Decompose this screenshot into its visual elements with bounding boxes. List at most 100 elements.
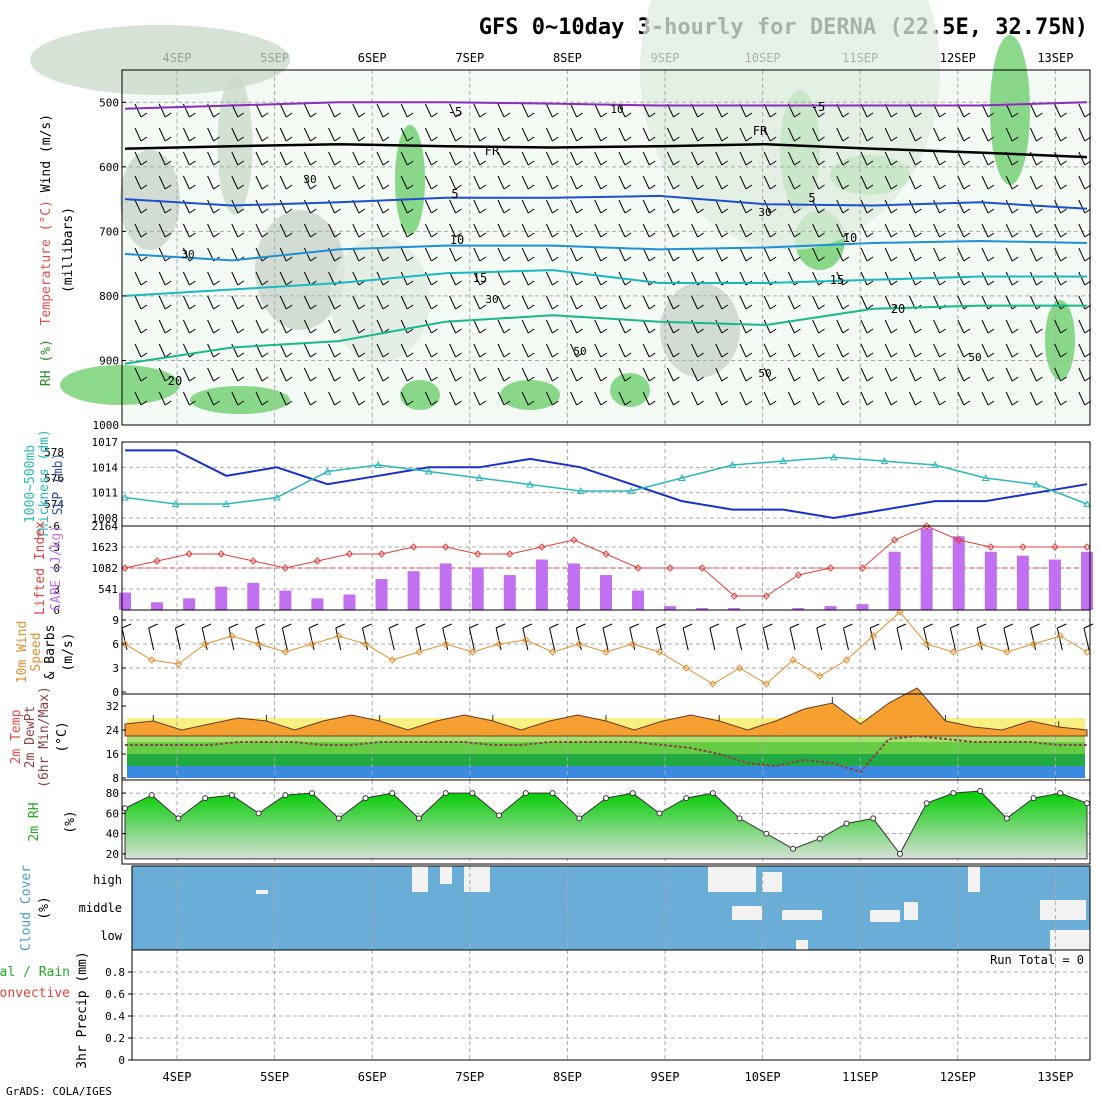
wind-barb-flag xyxy=(624,400,632,406)
wind-barb-flag xyxy=(818,304,825,310)
wind-barb xyxy=(134,367,142,382)
wind-barb-flag xyxy=(213,160,220,166)
wind-barb xyxy=(594,199,602,214)
wind-barb-flag xyxy=(552,160,559,166)
tick-label: 20 xyxy=(106,848,119,861)
wind-barb-flag xyxy=(1036,280,1043,286)
wind-barb-flag xyxy=(479,400,487,406)
wind-barb-flag xyxy=(382,376,390,382)
wind10m-barb xyxy=(762,627,769,651)
wind-barb xyxy=(279,103,287,118)
wind-barb xyxy=(545,103,553,118)
date-label-bottom: 8SEP xyxy=(553,1070,582,1084)
wind-barb-flag xyxy=(527,160,535,166)
wind-barb-flag xyxy=(382,160,390,166)
wind-barb xyxy=(545,271,553,286)
wind-barb xyxy=(666,199,674,214)
wind10m-barb-flag xyxy=(442,623,452,629)
wind10m-barb-flag xyxy=(389,623,399,629)
wind-barb-flag xyxy=(673,304,680,310)
wind-barb xyxy=(908,247,916,262)
wind-barb-flag xyxy=(261,304,269,310)
wind-barb-flag xyxy=(648,304,656,310)
slp-tick-label: 1014 xyxy=(92,461,119,474)
wind-barb-flag xyxy=(624,352,632,358)
wind-barb-flag xyxy=(310,112,317,118)
wind-barb xyxy=(158,127,166,142)
wind-barb-flag xyxy=(1060,112,1067,118)
wind-barb-flag xyxy=(721,328,729,334)
cloud-unit-label: (%) xyxy=(37,896,52,919)
wind-barb-flag xyxy=(310,232,317,238)
wind-barb xyxy=(521,103,529,118)
wind-barb xyxy=(908,223,916,238)
wind-barb-flag xyxy=(769,304,777,310)
wind-barb-flag xyxy=(213,184,220,190)
wind-barb-flag xyxy=(455,400,462,406)
slp-tick-label: 1017 xyxy=(92,436,119,449)
wind-barb-flag xyxy=(842,208,850,214)
wind10m-marker xyxy=(762,680,771,688)
wind-barb-flag xyxy=(1036,136,1043,142)
wind-barb-flag xyxy=(310,328,317,334)
date-label-bottom: 5SEP xyxy=(260,1070,289,1084)
wind-barb xyxy=(182,295,190,310)
wind10m-barb-flag xyxy=(602,623,613,629)
wind-barb-flag xyxy=(673,352,680,358)
wind-barb-flag xyxy=(503,304,511,310)
wind-barb-flag xyxy=(1060,184,1067,190)
wind-barb xyxy=(642,295,650,310)
wind-barb xyxy=(400,199,408,214)
wind10m-marker xyxy=(1003,648,1011,656)
lifted-index-marker xyxy=(762,592,771,600)
wind-barb-flag xyxy=(431,256,438,262)
wind-barb-flag xyxy=(285,328,293,334)
wind-barb-flag xyxy=(600,136,608,142)
wind-barb-flag xyxy=(552,352,559,358)
cape-bar xyxy=(984,551,997,610)
wind-barb-flag xyxy=(1036,112,1043,118)
thickness-marker xyxy=(981,473,990,481)
wind-barb xyxy=(545,343,553,358)
wind-barb xyxy=(328,367,336,382)
wind-barb-flag xyxy=(963,208,971,214)
rh2m-area xyxy=(122,788,1090,860)
cape-bar xyxy=(151,602,164,610)
wind-barb xyxy=(642,247,650,262)
lifted-index-marker xyxy=(506,550,514,558)
wind-barb xyxy=(279,391,287,406)
slp-grid xyxy=(122,441,1090,526)
wind-barb xyxy=(545,295,553,310)
wind-barb-flag xyxy=(576,232,583,238)
wind-barb-flag xyxy=(794,328,801,334)
wind-barb xyxy=(618,343,626,358)
wind-barb xyxy=(981,175,989,190)
rh-blob xyxy=(395,125,425,235)
wind10m-marker xyxy=(655,648,664,656)
wind-barb-flag xyxy=(503,232,511,238)
thickness-label-1: 1000~500mb xyxy=(23,445,38,523)
wind-barb xyxy=(255,247,263,262)
wind-barb xyxy=(1054,223,1062,238)
slp-thickness-frame xyxy=(121,441,1091,527)
wind-barb xyxy=(376,127,384,142)
wind-barb xyxy=(618,127,626,142)
wind-barb xyxy=(521,271,529,286)
wind-barb xyxy=(182,175,190,190)
wind-barb-flag xyxy=(987,184,995,190)
wind-barb xyxy=(424,151,432,166)
wind-barb xyxy=(666,367,674,382)
wind-barb-flag xyxy=(285,112,293,118)
wind-barb xyxy=(594,367,602,382)
cape-bar xyxy=(567,563,580,610)
rh2m-frame xyxy=(121,779,1091,865)
wind-barb xyxy=(279,199,287,214)
wind-barb-flag xyxy=(794,352,801,358)
wind-barb xyxy=(1029,247,1037,262)
wind-barb xyxy=(715,343,723,358)
wind-barb-flag xyxy=(431,136,438,142)
tick-label: 40 xyxy=(106,828,119,841)
wind-barb-flag xyxy=(987,208,995,214)
wind-barb-flag xyxy=(769,328,777,334)
temperature-label: Temperature (°C) xyxy=(39,200,54,325)
